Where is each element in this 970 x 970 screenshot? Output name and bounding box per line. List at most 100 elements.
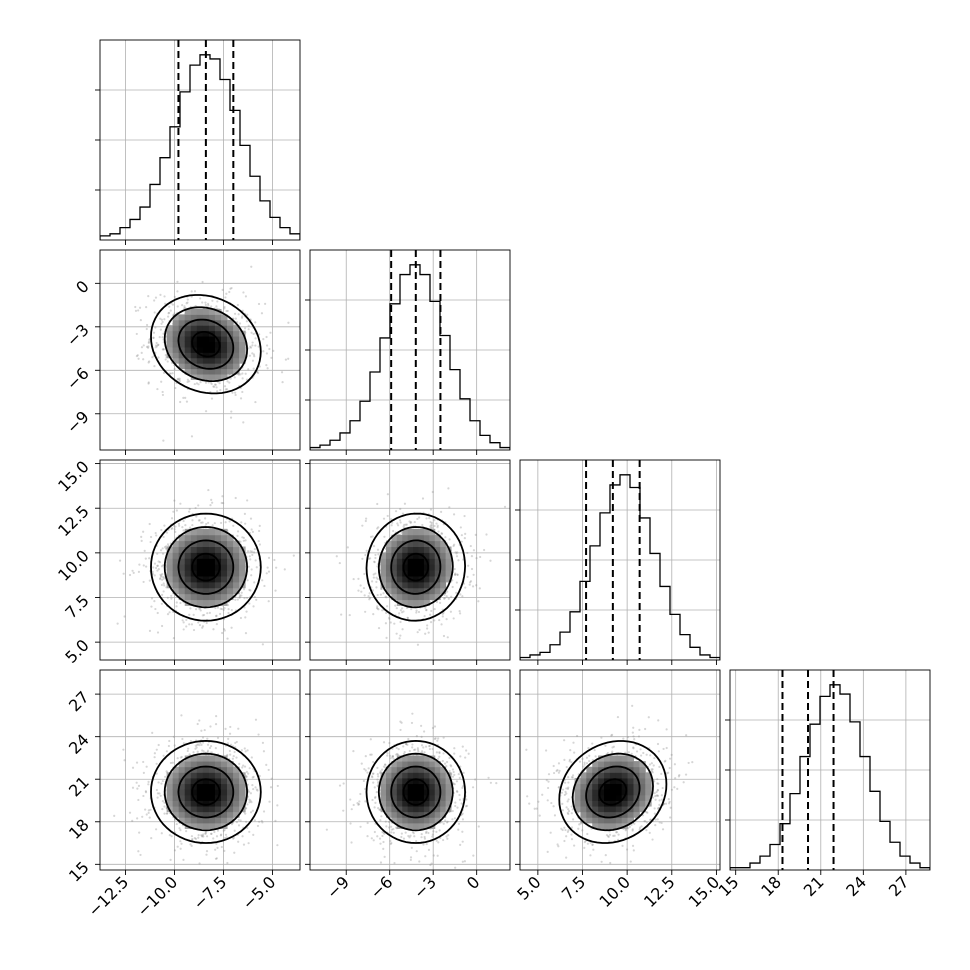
panel-content: [100, 250, 300, 450]
scatter-point: [372, 839, 375, 842]
scatter-point: [243, 597, 246, 600]
density-cell: [220, 368, 228, 375]
scatter-point: [241, 390, 244, 394]
scatter-point: [389, 757, 392, 760]
scatter-point: [215, 614, 218, 617]
scatter-point: [433, 518, 436, 522]
scatter-point: [239, 540, 242, 543]
density-cell: [190, 772, 198, 779]
scatter-point: [148, 629, 152, 632]
scatter-point: [272, 349, 275, 352]
scatter-point: [205, 621, 208, 625]
scatter-point: [162, 754, 165, 757]
density-cell: [178, 766, 186, 773]
density-cell: [208, 772, 216, 779]
scatter-point: [195, 515, 198, 518]
scatter-point: [238, 596, 241, 599]
scatter-point: [266, 566, 269, 569]
scatter-point: [380, 768, 384, 771]
scatter-point: [186, 749, 189, 753]
scatter-point: [379, 861, 383, 864]
scatter-point: [252, 787, 255, 791]
panel-content: [100, 40, 300, 240]
scatter-point: [440, 623, 443, 626]
scatter-point: [237, 818, 240, 822]
scatter-point: [276, 844, 279, 847]
scatter-point: [422, 746, 425, 749]
scatter-point: [222, 627, 226, 631]
scatter-point: [380, 815, 383, 818]
scatter-point: [375, 576, 378, 579]
scatter-point: [440, 532, 443, 535]
scatter-point: [179, 840, 182, 843]
scatter-point: [223, 629, 226, 632]
scatter-point: [371, 589, 375, 592]
panel-frame: [519, 459, 721, 661]
scatter-point: [196, 750, 199, 753]
scatter-point: [421, 523, 424, 527]
histogram-step: [520, 474, 720, 660]
scatter-point: [391, 755, 395, 758]
scatter-point: [216, 846, 219, 849]
density-cell: [190, 599, 198, 606]
density-cell: [220, 546, 228, 553]
density-cell: [196, 817, 204, 824]
scatter-point: [170, 835, 173, 838]
scatter-point: [139, 319, 142, 322]
scatter-point: [136, 817, 139, 820]
scatter-point: [368, 598, 371, 601]
density-cell: [208, 368, 216, 375]
density-cell: [190, 546, 198, 553]
scatter-point: [400, 832, 403, 835]
density-cell: [166, 346, 174, 353]
scatter-point: [442, 822, 445, 825]
scatter-point: [206, 612, 209, 615]
scatter-point: [475, 557, 478, 560]
scatter-point: [220, 501, 223, 505]
scatter-point: [219, 834, 222, 837]
scatter-point: [254, 718, 258, 721]
scatter-point: [363, 767, 366, 771]
scatter-point: [405, 523, 408, 526]
scatter-point: [239, 819, 242, 822]
density-cell: [208, 570, 216, 577]
scatter-point: [430, 523, 433, 526]
scatter-point: [165, 812, 168, 815]
scatter-point: [156, 387, 159, 391]
scatter-point: [256, 824, 260, 828]
scatter-point: [350, 841, 353, 844]
density-cell: [202, 777, 210, 785]
scatter-point: [430, 526, 434, 529]
scatter-point: [382, 765, 386, 768]
scatter-point: [159, 794, 162, 797]
scatter-point: [178, 378, 181, 381]
scatter-point: [388, 617, 391, 620]
density-cell: [184, 564, 192, 571]
density-cell: [196, 599, 204, 606]
density-cell: [214, 599, 222, 606]
density-cell: [172, 341, 180, 348]
density-cell: [178, 789, 186, 796]
density-cell: [202, 575, 210, 583]
scatter-point: [248, 602, 251, 605]
density-cell: [423, 546, 430, 553]
scatter-point: [367, 767, 370, 770]
scatter-point: [131, 786, 135, 789]
scatter-point: [180, 842, 183, 845]
scatter-point: [267, 570, 271, 573]
scatter-point: [223, 828, 226, 832]
density-cell: [208, 528, 216, 536]
scatter-point: [229, 753, 232, 756]
scatter-point: [177, 522, 181, 525]
density-cell: [202, 755, 210, 762]
scatter-point: [135, 332, 138, 336]
scatter-point: [153, 756, 156, 759]
y-tick-label: 15: [65, 858, 93, 886]
density-cell: [196, 325, 204, 332]
scatter-point: [382, 847, 385, 850]
scatter-point: [154, 566, 158, 570]
density-cell: [233, 564, 240, 571]
density-cell: [196, 540, 204, 548]
y-tick-label: 27: [65, 688, 93, 716]
scatter-point: [258, 774, 261, 778]
